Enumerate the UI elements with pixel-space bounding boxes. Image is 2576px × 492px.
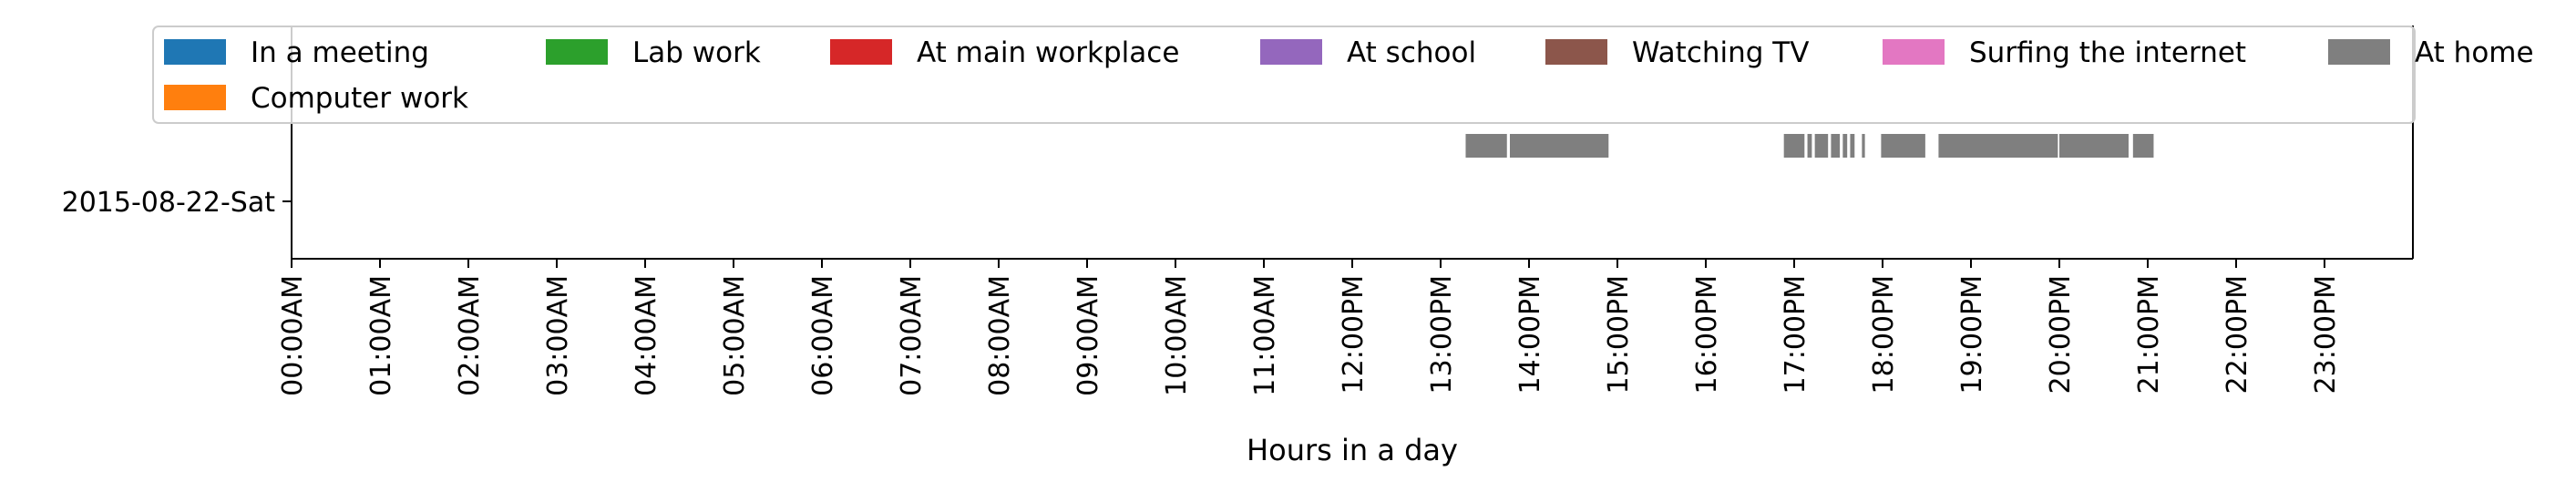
x-tick-label: 11:00AM	[1249, 275, 1281, 396]
legend-label: In a meeting	[251, 36, 429, 69]
legend-label: Watching TV	[1632, 36, 1809, 69]
bar-at-home-8	[1862, 134, 1865, 158]
legend-swatch	[1545, 39, 1607, 65]
y-axis-ticks: 2015-08-22-Sat	[62, 187, 292, 219]
x-tick-label: 07:00AM	[896, 275, 928, 396]
interval-bars	[1465, 134, 2154, 158]
x-tick-label: 09:00AM	[1072, 275, 1104, 396]
x-tick-label: 23:00PM	[2310, 275, 2342, 394]
x-tick-label: 22:00PM	[2222, 275, 2253, 394]
x-tick-label: 10:00AM	[1161, 275, 1193, 396]
x-tick-label: 00:00AM	[277, 275, 309, 396]
legend-label: Lab work	[632, 36, 761, 69]
legend-swatch	[2328, 39, 2390, 65]
y-tick-label: 2015-08-22-Sat	[62, 187, 276, 219]
x-tick-label: 08:00AM	[984, 275, 1016, 396]
x-tick-label: 02:00AM	[454, 275, 486, 396]
legend-label: At main workplace	[917, 36, 1179, 69]
bar-at-home-7	[1850, 134, 1855, 158]
x-tick-label: 13:00PM	[1426, 275, 1458, 394]
x-tick-label: 14:00PM	[1514, 275, 1546, 394]
x-axis-ticks: 00:00AM 01:00AM 02:00AM 03:00AM 04:00AM 05:00…	[277, 259, 2342, 396]
x-tick-label: 06:00AM	[807, 275, 839, 396]
bar-at-home-2	[1783, 134, 1805, 158]
legend-swatch	[1260, 39, 1322, 65]
bar-at-home-5	[1831, 134, 1841, 158]
bar-at-home-9	[1881, 134, 1925, 158]
x-tick-label: 15:00PM	[1603, 275, 1635, 394]
legend: In a meeting Computer work Lab work At main…	[152, 26, 2534, 124]
x-tick-label: 01:00AM	[365, 275, 397, 396]
legend-label: At school	[1347, 36, 1476, 69]
x-tick-label: 03:00AM	[542, 275, 574, 396]
bar-at-home-4	[1814, 134, 1829, 158]
legend-frame	[152, 26, 2416, 124]
bar-at-home-0	[1465, 134, 1507, 158]
legend-swatch	[546, 39, 608, 65]
x-tick-label: 20:00PM	[2045, 275, 2077, 394]
bar-at-home-3	[1807, 134, 1812, 158]
bar-at-home-12	[2132, 134, 2154, 158]
legend-swatch	[164, 39, 226, 65]
x-tick-label: 16:00PM	[1691, 275, 1723, 394]
legend-swatch	[1883, 39, 1945, 65]
legend-label: At home	[2415, 36, 2534, 69]
x-tick-label: 05:00AM	[719, 275, 751, 396]
bar-at-home-10	[1938, 134, 2058, 158]
x-tick-label: 04:00AM	[631, 275, 662, 396]
bar-at-home-1	[1509, 134, 1609, 158]
bar-at-home-11	[2059, 134, 2129, 158]
x-tick-label: 12:00PM	[1338, 275, 1370, 394]
x-axis-label: Hours in a day	[1247, 433, 1458, 467]
x-tick-label: 21:00PM	[2133, 275, 2165, 394]
legend-label: Computer work	[251, 82, 468, 115]
legend-swatch	[830, 39, 892, 65]
legend-label: Surfing the internet	[1969, 36, 2246, 69]
x-tick-label: 19:00PM	[1956, 275, 1988, 394]
x-tick-label: 18:00PM	[1868, 275, 1900, 394]
legend-swatch	[164, 85, 226, 110]
x-tick-label: 17:00PM	[1780, 275, 1811, 394]
bar-at-home-6	[1842, 134, 1848, 158]
